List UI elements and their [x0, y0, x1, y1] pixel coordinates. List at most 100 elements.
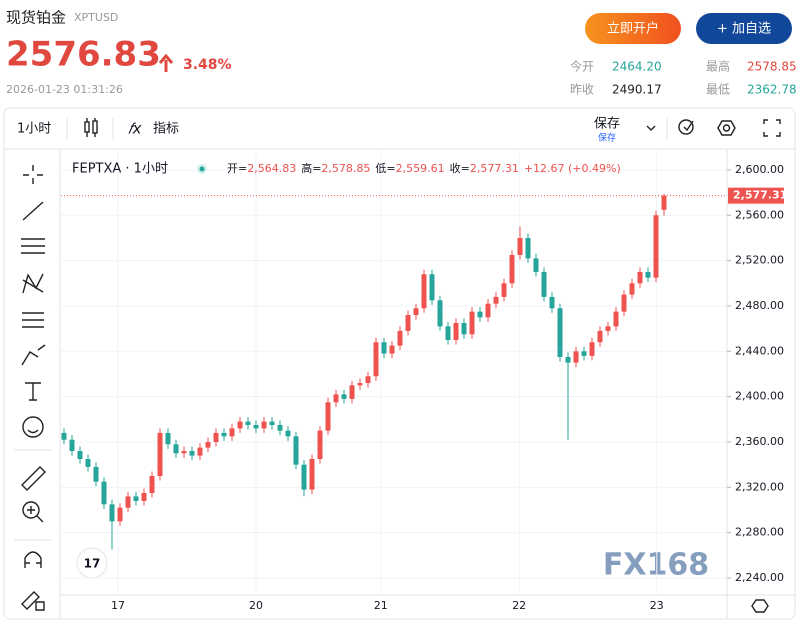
candle-body	[637, 271, 643, 284]
candle-body	[421, 274, 427, 309]
candle-body	[461, 322, 467, 335]
stat-value: 2464.20	[612, 60, 662, 74]
candle-body	[141, 492, 147, 501]
candle-body	[405, 315, 411, 331]
candle-body	[653, 215, 659, 278]
candle-body	[381, 342, 387, 354]
candle-body	[69, 439, 75, 452]
projection-tool[interactable]	[22, 312, 44, 328]
candle-body	[485, 303, 491, 318]
save[interactable]: 保存	[594, 117, 620, 132]
candle-body	[661, 195, 667, 210]
candle-body	[541, 271, 547, 297]
candle-body	[125, 496, 131, 508]
magnet-tool[interactable]	[24, 551, 42, 568]
stat-value: 2490.17	[612, 83, 662, 97]
candle-body	[293, 436, 299, 465]
candle-body	[493, 296, 499, 304]
price: 2576.83	[6, 35, 161, 75]
candle-body	[373, 342, 379, 377]
candle-body	[285, 430, 291, 437]
pattern-tool[interactable]	[22, 273, 44, 294]
candle-body	[629, 283, 635, 295]
watchlist-label: + 加自选	[717, 22, 771, 37]
candle-body	[397, 330, 403, 346]
candle-body	[149, 475, 155, 493]
candle-body	[581, 351, 587, 356]
fx-icon[interactable]: 𝑓x	[128, 120, 142, 138]
candle-body	[349, 385, 355, 399]
up-arrow	[158, 53, 174, 72]
candle-body	[357, 383, 363, 386]
fullscreen-icon[interactable]	[763, 119, 781, 137]
y-tick-label: 2,560.00	[735, 208, 784, 221]
candle-body	[269, 421, 275, 425]
candle-icon[interactable]	[84, 118, 98, 137]
change: 3.48%	[183, 57, 232, 73]
chart-frame	[3, 107, 796, 620]
candle-body	[477, 311, 483, 318]
y-tick-label: 2,360.00	[735, 435, 784, 448]
candle-body	[173, 444, 179, 454]
candle-body	[205, 441, 211, 448]
trendline-tool[interactable]	[22, 201, 44, 221]
legend-key: 开=	[227, 162, 247, 175]
y-tick-label: 2,400.00	[735, 390, 784, 403]
open-account-button[interactable]	[585, 13, 681, 44]
candle-body	[517, 237, 523, 255]
axis-settings[interactable]	[751, 599, 769, 613]
candle-body	[549, 296, 555, 309]
candle-body	[533, 258, 539, 272]
alert-icon[interactable]	[678, 119, 694, 135]
settings-icon[interactable]	[717, 120, 736, 136]
emoji-tool[interactable]	[22, 416, 44, 438]
candle-body	[565, 356, 571, 363]
candle-body	[181, 451, 187, 454]
title: 现货铂金	[6, 9, 66, 27]
indicators[interactable]: 指标	[153, 122, 179, 137]
legend-value: 2,577.31	[470, 162, 519, 175]
candle-body	[237, 421, 243, 429]
candle-body	[101, 481, 107, 505]
crosshair-tool[interactable]	[23, 165, 43, 184]
text-tool[interactable]	[25, 382, 41, 401]
x-tick-label: 20	[249, 599, 263, 612]
last-price-label: 2,577.31	[733, 189, 787, 202]
candle-body	[613, 311, 619, 327]
legend-key: 低=	[375, 162, 395, 175]
last-price-box	[728, 187, 784, 204]
x-tick-label: 22	[512, 599, 526, 612]
legend-value: 2,578.85	[321, 162, 370, 175]
candle-body	[413, 308, 419, 316]
save-menu[interactable]	[646, 125, 656, 131]
candle-body	[437, 300, 443, 327]
lock-tool[interactable]	[21, 591, 45, 611]
watchlist-button[interactable]	[696, 13, 792, 44]
candle-body	[645, 271, 651, 278]
candle-body	[93, 466, 99, 482]
series-name: FEPTXA · 1小时	[72, 162, 168, 177]
fib-tool[interactable]	[21, 238, 45, 254]
ruler-tool[interactable]	[21, 466, 46, 491]
x-tick-label: 21	[374, 599, 388, 612]
timestamp: 2026-01-23 01:31:26	[6, 83, 123, 96]
zoom-tool[interactable]	[22, 501, 44, 523]
candle-body	[509, 254, 515, 284]
y-tick-label: 2,600.00	[735, 163, 784, 176]
candle-body	[221, 432, 227, 437]
candle-body	[365, 376, 371, 384]
candle-body	[573, 351, 579, 363]
y-tick-label: 2,480.00	[735, 299, 784, 312]
symbol: XPTUSD	[74, 11, 118, 24]
candle-body	[301, 464, 307, 490]
save-sub: 保存	[598, 132, 616, 144]
candle-body	[61, 432, 67, 440]
candle-body	[429, 274, 435, 301]
interval[interactable]: 1小时	[17, 122, 51, 137]
candle-body	[501, 283, 507, 297]
open-account-label: 立即开户	[607, 21, 659, 37]
candle-body	[389, 345, 395, 354]
stat-label: 昨收	[570, 83, 594, 97]
candle-body	[213, 432, 219, 442]
brush-tool[interactable]	[21, 344, 46, 366]
